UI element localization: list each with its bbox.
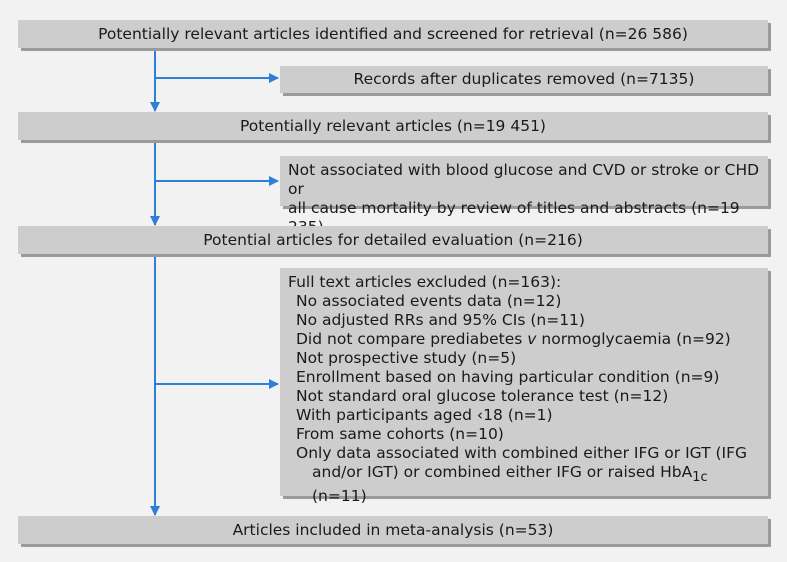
box-identified: Potentially relevant articles identified… (18, 20, 768, 48)
combined-line2-after: (n=11) (312, 487, 367, 506)
combined-line2-before: and/or IGT) or combined either IFG or ra… (312, 463, 693, 481)
excluded-reason: Enrollment based on having particular co… (296, 368, 720, 386)
box-duplicates-text: Records after duplicates removed (n=7135… (353, 70, 695, 88)
prediabetes-text-after: normoglycaemia (n=92) (536, 330, 731, 348)
excluded-reason: With participants aged ‹18 (n=1) (296, 406, 553, 424)
box-included: Articles included in meta-analysis (n=53… (18, 516, 768, 544)
excluded-reason: Not prospective study (n=5) (296, 349, 517, 367)
box-included-text: Articles included in meta-analysis (n=53… (232, 520, 554, 539)
excluded-reason: From same cohorts (n=10) (296, 425, 504, 443)
combined-line2: and/or IGT) or combined either IFG or ra… (296, 463, 760, 506)
box-detailed-evaluation: Potential articles for detailed evaluati… (18, 226, 768, 254)
box-relevant: Potentially relevant articles (n=19 451) (18, 112, 768, 140)
excluded-reason: No associated events data (n=12) (296, 292, 562, 310)
excluded-reason-combined: Only data associated with combined eithe… (288, 444, 760, 506)
box-duplicates: Records after duplicates removed (n=7135… (280, 66, 768, 93)
not-associated-line1: Not associated with blood glucose and CV… (288, 161, 760, 198)
hba1c-subscript: 1c (692, 470, 708, 486)
excluded-heading: Full text articles excluded (n=163): (288, 273, 562, 291)
box-not-associated: Not associated with blood glucose and CV… (280, 156, 768, 236)
excluded-reason-prediabetes: Did not compare prediabetes v normoglyca… (288, 330, 760, 349)
box-detailed-evaluation-text: Potential articles for detailed evaluati… (203, 230, 583, 249)
box-excluded: Full text articles excluded (n=163): No … (280, 268, 768, 505)
combined-line1: Only data associated with combined eithe… (296, 444, 748, 462)
prediabetes-text-before: Did not compare prediabetes (296, 330, 528, 348)
box-identified-text: Potentially relevant articles identified… (98, 24, 688, 43)
excluded-reasons-list: No associated events data (n=12) No adju… (288, 292, 760, 506)
excluded-reason: No adjusted RRs and 95% CIs (n=11) (296, 311, 585, 329)
box-relevant-text: Potentially relevant articles (n=19 451) (240, 116, 546, 135)
prediabetes-v: v (527, 330, 537, 348)
excluded-reason: Not standard oral glucose tolerance test… (296, 387, 669, 405)
